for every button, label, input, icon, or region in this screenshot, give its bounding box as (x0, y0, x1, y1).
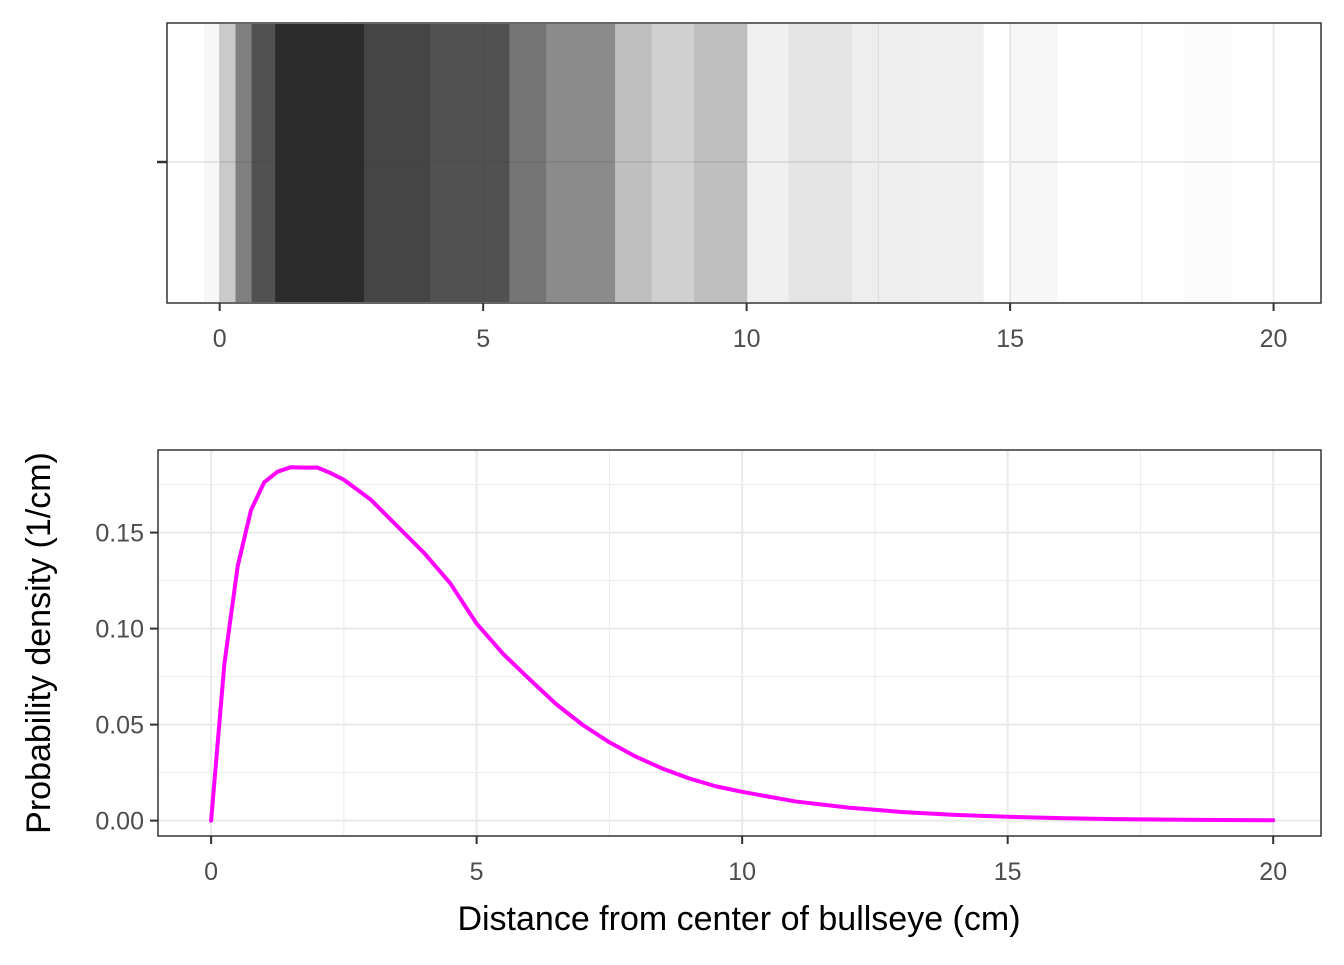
strip-x-tick-label: 20 (1260, 325, 1288, 353)
strip-x-axis: 0 5 10 15 20 (213, 303, 1288, 353)
strip-x-tick-label: 0 (213, 325, 227, 353)
x-axis-title: Distance from center of bullseye (cm) (457, 900, 1020, 938)
strip-segment (546, 24, 615, 302)
density-panel-border (157, 449, 1322, 837)
strip-segment (251, 24, 276, 302)
density-x-tick-label: 20 (1259, 858, 1287, 886)
density-panel-grid (158, 450, 1321, 836)
density-x-axis: 0 5 10 15 20 (204, 836, 1287, 886)
strip-segment (1010, 24, 1058, 302)
density-y-tick-label: 0.15 (95, 520, 144, 548)
density-y-axis: 0.00 0.05 0.10 0.15 (95, 520, 158, 836)
density-curve-line (209, 465, 1276, 823)
strip-x-tick-label: 15 (996, 325, 1024, 353)
density-y-tick-label: 0.05 (95, 712, 144, 740)
density-y-tick-label: 0.10 (95, 616, 144, 644)
y-axis-title: Probability density (1/cm) (20, 452, 58, 834)
density-panel-background (158, 450, 1321, 836)
strip-segment (275, 24, 365, 302)
strip-segment (430, 24, 510, 302)
density-panel: 0 5 10 15 20 0.00 0.05 0.10 0.15 Distance from … (20, 449, 1322, 938)
strip-segment (235, 24, 252, 302)
density-y-tick-label: 0.00 (95, 808, 144, 836)
density-x-tick-label: 10 (728, 858, 756, 886)
strip-segment (920, 24, 984, 302)
strip-segment (651, 24, 694, 302)
strip-segment (614, 24, 652, 302)
strip-lines (203, 24, 1231, 302)
strip-segment (693, 24, 747, 302)
strip-segment (788, 24, 853, 302)
strip-segment (509, 24, 547, 302)
strip-segment (1184, 24, 1231, 302)
strip-panel: 0 5 10 15 20 (157, 22, 1322, 353)
strip-x-tick-label: 10 (733, 325, 761, 353)
density-x-tick-label: 5 (470, 858, 484, 886)
strip-segment (364, 24, 431, 302)
strip-segment (852, 24, 921, 302)
strip-segment (219, 24, 236, 302)
density-x-tick-label: 0 (204, 858, 218, 886)
density-x-tick-label: 15 (994, 858, 1022, 886)
strip-segment (746, 24, 789, 302)
strip-segment (203, 24, 220, 302)
strip-x-tick-label: 5 (476, 325, 490, 353)
